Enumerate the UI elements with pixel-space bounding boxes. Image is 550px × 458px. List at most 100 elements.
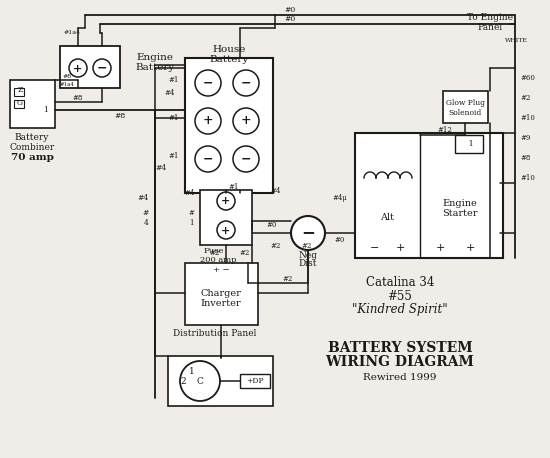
Text: #1a4: #1a4 (59, 82, 74, 87)
Text: +: + (241, 114, 251, 127)
Text: #12: #12 (438, 126, 453, 134)
Text: Battery: Battery (15, 133, 49, 142)
Circle shape (195, 146, 221, 172)
Text: #10: #10 (520, 174, 535, 182)
Text: Starter: Starter (442, 209, 478, 218)
Bar (443, 91, 488, 123)
Text: #2: #2 (271, 242, 281, 250)
Text: #55: #55 (388, 289, 412, 302)
Text: +: + (221, 224, 230, 235)
Text: Combiner: Combiner (9, 142, 54, 152)
Text: Dist: Dist (299, 260, 317, 268)
Text: C: C (196, 376, 204, 386)
Text: +: + (73, 62, 82, 73)
Text: Neg: Neg (299, 251, 317, 260)
Text: 1: 1 (189, 366, 195, 376)
Text: #
1: # 1 (188, 209, 194, 227)
Text: #0: #0 (284, 15, 296, 23)
Text: #9: #9 (520, 134, 530, 142)
Text: 70 amp: 70 amp (10, 153, 53, 163)
Text: + −: + − (213, 266, 229, 274)
Text: #4: #4 (271, 187, 281, 195)
Text: Z: Z (17, 86, 23, 94)
Bar (10, 80, 55, 128)
Text: #4μ: #4μ (333, 194, 348, 202)
Text: G: G (17, 99, 23, 107)
Text: Charger: Charger (201, 289, 241, 298)
Bar (60, 46, 120, 88)
Text: Panel: Panel (477, 23, 503, 33)
Text: −: − (370, 243, 380, 253)
Text: Battery: Battery (210, 55, 249, 65)
Bar (185, 58, 273, 193)
Text: #2: #2 (520, 94, 530, 102)
Text: #1a4: #1a4 (63, 29, 80, 34)
Circle shape (233, 146, 259, 172)
Text: −: − (97, 61, 107, 75)
Text: Distribution Panel: Distribution Panel (173, 328, 257, 338)
Bar (455, 135, 483, 153)
Circle shape (217, 192, 235, 210)
Text: 1: 1 (43, 106, 48, 114)
Text: #1: #1 (229, 183, 239, 191)
Text: #1: #1 (169, 152, 179, 160)
Bar (168, 356, 273, 406)
Bar (200, 190, 252, 245)
Text: BATTERY SYSTEM: BATTERY SYSTEM (328, 341, 472, 355)
Circle shape (233, 70, 259, 96)
Text: Glow Plug: Glow Plug (446, 99, 485, 107)
Circle shape (233, 108, 259, 134)
Text: #1: #1 (169, 76, 179, 84)
Text: #0: #0 (267, 221, 277, 229)
Text: #0: #0 (284, 6, 296, 14)
Text: +: + (395, 243, 405, 253)
Bar (355, 133, 503, 258)
Text: #8: #8 (520, 154, 530, 162)
Text: +: + (221, 196, 230, 207)
Text: #8: #8 (62, 73, 72, 78)
Circle shape (195, 70, 221, 96)
Text: Fuse: Fuse (204, 247, 224, 255)
Text: Engine: Engine (443, 198, 477, 207)
Text: Battery: Battery (135, 64, 175, 72)
Text: #4: #4 (155, 164, 167, 172)
Text: +: + (465, 243, 475, 253)
Text: −: − (241, 153, 251, 165)
Circle shape (180, 361, 220, 401)
Text: House: House (212, 45, 246, 55)
Circle shape (195, 108, 221, 134)
Text: Inverter: Inverter (201, 300, 241, 309)
Text: "Kindred Spirit": "Kindred Spirit" (352, 302, 448, 316)
Text: −: − (203, 76, 213, 89)
Text: 2: 2 (180, 376, 186, 386)
Text: #4: #4 (185, 189, 195, 197)
Bar (185, 263, 258, 325)
Text: Catalina 34: Catalina 34 (366, 277, 434, 289)
Text: Engine: Engine (136, 54, 173, 62)
Text: WHITE: WHITE (505, 38, 528, 43)
Text: +: + (435, 243, 445, 253)
Bar (14, 88, 24, 96)
Text: #2: #2 (210, 249, 220, 257)
Text: #8: #8 (114, 112, 125, 120)
Text: #10: #10 (520, 114, 535, 122)
Text: #8: #8 (73, 94, 83, 102)
Text: 200 amp: 200 amp (200, 256, 236, 264)
Text: 1: 1 (464, 140, 474, 148)
Text: #
4: # 4 (142, 209, 149, 227)
Text: To Engine: To Engine (467, 13, 513, 22)
Text: #60: #60 (520, 74, 535, 82)
Bar (240, 374, 270, 388)
Text: +: + (203, 114, 213, 127)
Circle shape (93, 59, 111, 77)
Text: #2: #2 (302, 242, 312, 250)
Text: +DP: +DP (246, 377, 264, 385)
Text: −: − (241, 76, 251, 89)
Text: #0: #0 (335, 236, 345, 244)
Circle shape (69, 59, 87, 77)
Text: #4: #4 (138, 194, 149, 202)
Text: Rewired 1999: Rewired 1999 (363, 374, 437, 382)
Text: −: − (203, 153, 213, 165)
Text: #1: #1 (169, 114, 179, 122)
Circle shape (291, 216, 325, 250)
